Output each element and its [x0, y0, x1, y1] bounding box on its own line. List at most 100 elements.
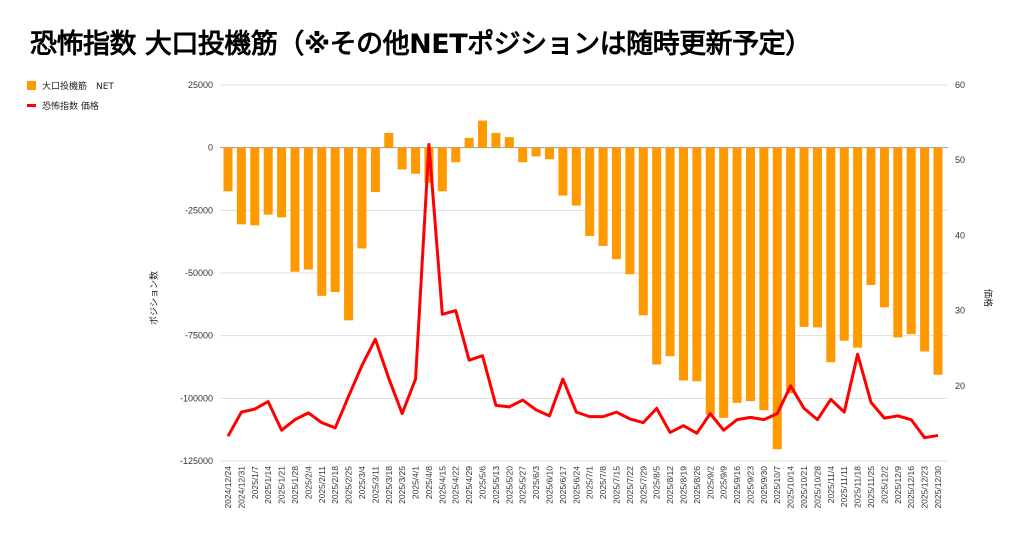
bar — [437, 147, 447, 192]
bar — [223, 147, 233, 192]
bar — [933, 147, 943, 375]
x-tick-label: 2024/12/24 — [223, 466, 233, 509]
legend-line-swatch — [27, 104, 36, 107]
x-tick-label: 2025/2/4 — [303, 466, 313, 499]
price-line — [226, 142, 939, 440]
bar — [799, 147, 809, 327]
bar — [236, 147, 246, 225]
y-axis-left-title: ポジション数 — [148, 271, 159, 325]
x-tick-label: 2025/3/18 — [384, 466, 394, 504]
x-tick-label: 2025/9/23 — [745, 466, 755, 504]
x-tick-label: 2025/1/28 — [290, 466, 300, 504]
bar — [879, 147, 889, 308]
x-tick-label: 2025/9/2 — [705, 466, 715, 499]
x-tick-label: 2025/3/25 — [397, 466, 407, 504]
bar — [665, 147, 675, 357]
bar — [906, 147, 916, 335]
bar — [464, 137, 474, 148]
chart-title: 恐怖指数 大口投機筋（※その他NETポジションは随時更新予定） — [30, 29, 812, 60]
bar — [571, 147, 581, 206]
x-tick-label: 2025/7/15 — [611, 466, 621, 504]
bar — [759, 147, 769, 411]
y-tick-left: -75000 — [185, 331, 213, 341]
bar — [531, 147, 541, 157]
bar — [652, 147, 662, 365]
legend-item-net: 大口投機筋 NET — [27, 79, 114, 92]
x-tick-label: 2025/12/23 — [920, 466, 930, 509]
bar — [478, 120, 488, 148]
bar — [518, 147, 528, 163]
x-tick-label: 2025/3/4 — [357, 466, 367, 499]
x-tick-label: 2025/9/9 — [719, 466, 729, 499]
x-tick-label: 2025/11/25 — [866, 466, 876, 508]
bar — [451, 147, 461, 163]
bar — [330, 147, 340, 293]
x-tick-label: 2025/4/29 — [464, 466, 474, 504]
bar — [786, 147, 796, 394]
bar — [411, 147, 421, 174]
x-tick-label: 2025/10/21 — [799, 466, 809, 509]
x-tick-label: 2025/4/22 — [451, 466, 461, 504]
bar — [745, 147, 755, 402]
y-tick-right: 20 — [955, 381, 965, 391]
bar — [250, 147, 260, 226]
bar — [303, 147, 313, 270]
x-tick-label: 2025/5/6 — [478, 466, 488, 499]
x-tick-label: 2025/7/1 — [585, 466, 595, 499]
x-tick-label: 2025/7/22 — [625, 466, 635, 504]
bar — [625, 147, 635, 275]
x-tick-label: 2025/11/4 — [826, 466, 836, 503]
bar — [732, 147, 742, 403]
x-tick-label: 2025/5/20 — [504, 466, 514, 504]
bar — [344, 147, 354, 321]
y-tick-left: 25000 — [188, 80, 213, 90]
x-tick-label: 2025/2/25 — [344, 466, 354, 504]
x-tick-label: 2025/12/30 — [933, 466, 943, 509]
bar — [638, 147, 648, 316]
bar — [598, 147, 608, 246]
x-tick-label: 2025/4/15 — [437, 466, 447, 504]
x-tick-label: 2025/1/7 — [250, 466, 260, 499]
x-tick-label: 2025/8/26 — [692, 466, 702, 504]
bar — [866, 147, 876, 286]
x-tick-label: 2025/9/30 — [759, 466, 769, 504]
bar — [397, 147, 407, 170]
bar — [504, 137, 514, 148]
y-tick-left: -25000 — [185, 205, 213, 215]
x-tick-label: 2025/2/11 — [317, 466, 327, 503]
x-tick-label: 2025/10/14 — [786, 466, 796, 509]
x-tick-label: 2025/6/24 — [571, 466, 581, 504]
bar — [545, 147, 555, 160]
bar — [920, 147, 930, 352]
legend-bar-swatch — [27, 81, 36, 90]
x-tick-label: 2025/2/18 — [330, 466, 340, 504]
x-tick-label: 2025/9/16 — [732, 466, 742, 504]
bar — [357, 147, 367, 249]
bar — [317, 147, 327, 296]
x-tick-label: 2025/12/16 — [906, 466, 916, 509]
bar — [585, 147, 595, 236]
bar — [558, 147, 568, 196]
legend-label-price: 恐怖指数 価格 — [42, 102, 99, 112]
x-tick-label: 2025/5/13 — [491, 466, 501, 504]
bar — [772, 147, 782, 450]
bar — [611, 147, 621, 260]
bar — [370, 147, 380, 193]
bar — [893, 147, 903, 338]
bar — [491, 132, 501, 148]
bar — [705, 147, 715, 415]
bar — [719, 147, 729, 418]
y-tick-right: 50 — [955, 155, 965, 165]
x-tick-label: 2025/11/18 — [853, 466, 863, 508]
bar — [384, 132, 394, 148]
x-tick-label: 2025/11/11 — [839, 466, 849, 508]
x-tick-label: 2025/1/21 — [277, 466, 287, 504]
bar — [853, 147, 863, 348]
x-tick-label: 2025/1/14 — [263, 466, 273, 504]
bar — [692, 147, 702, 382]
x-tick-label: 2025/10/28 — [812, 466, 822, 509]
y-tick-left: -100000 — [180, 393, 213, 403]
x-tick-label: 2025/4/1 — [411, 466, 421, 499]
x-tick-label: 2025/10/7 — [772, 466, 782, 504]
